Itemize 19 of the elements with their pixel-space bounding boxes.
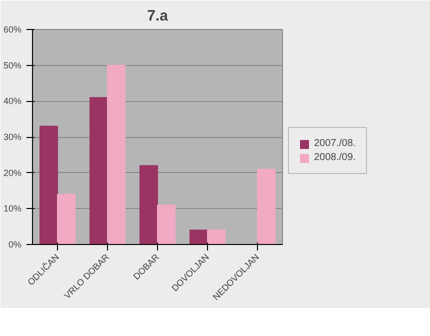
y-tick-label: 60% — [3, 24, 22, 34]
bar — [40, 126, 58, 244]
bar — [57, 194, 76, 244]
y-tick-label: 30% — [3, 132, 22, 142]
bar — [107, 64, 126, 244]
bar — [140, 165, 158, 244]
bar — [157, 204, 176, 244]
y-tick-label: 10% — [3, 204, 22, 214]
bar — [190, 230, 208, 244]
bar — [90, 97, 108, 244]
y-tick-label: 0% — [8, 240, 22, 250]
y-tick-label: 50% — [3, 60, 22, 70]
y-tick-label: 40% — [3, 96, 22, 106]
chart-title: 7.a — [147, 8, 169, 24]
bar — [257, 168, 276, 244]
legend-label: 2007./08. — [314, 138, 356, 149]
bar — [207, 230, 226, 244]
y-tick-label: 20% — [3, 168, 22, 178]
legend-label: 2008./09. — [314, 152, 356, 163]
